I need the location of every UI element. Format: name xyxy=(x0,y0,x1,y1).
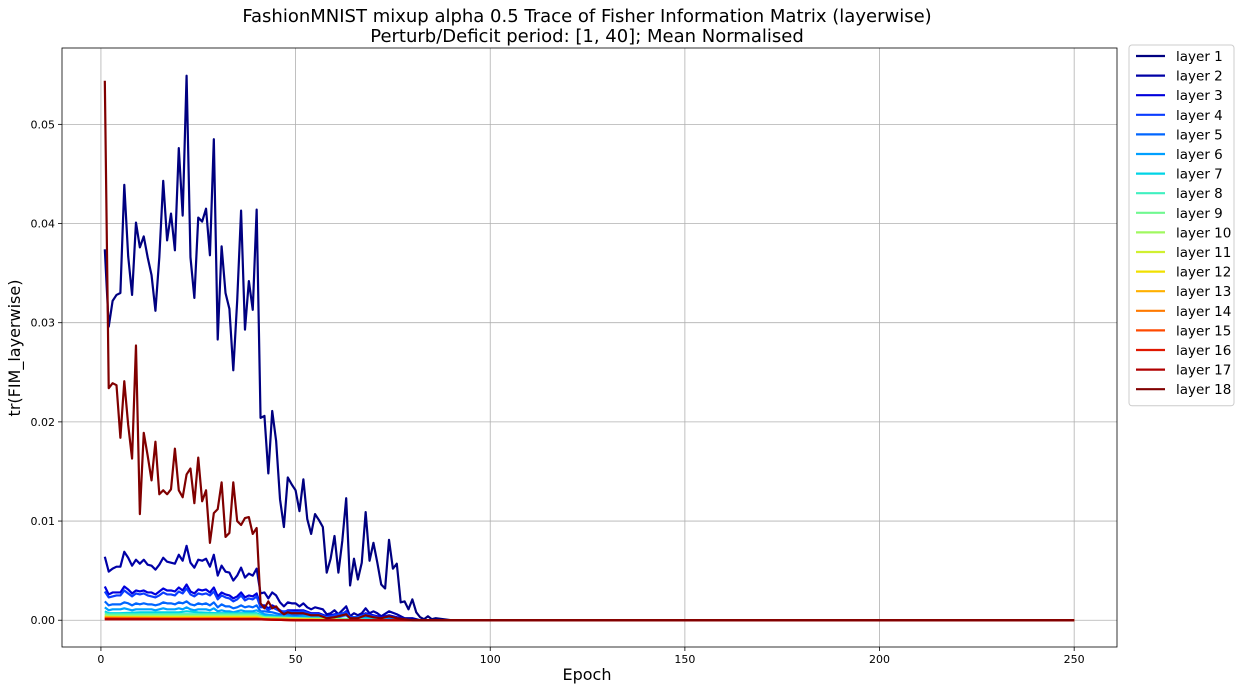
y-tick-label: 0.01 xyxy=(31,515,56,528)
x-tick-label: 100 xyxy=(480,653,501,666)
legend-label: layer 3 xyxy=(1176,88,1223,104)
legend-label: layer 14 xyxy=(1176,304,1231,320)
chart-title-line1: FashionMNIST mixup alpha 0.5 Trace of Fi… xyxy=(242,6,931,27)
x-tick-label: 50 xyxy=(289,653,303,666)
legend: layer 1 layer 2 layer 3 layer 4 layer 5 layer… xyxy=(1128,44,1235,407)
x-tick-label: 200 xyxy=(869,653,890,666)
legend-label: layer 11 xyxy=(1176,245,1231,261)
y-tick-label: 0.04 xyxy=(31,218,56,231)
legend-label: layer 10 xyxy=(1176,225,1231,241)
legend-label: layer 15 xyxy=(1176,323,1231,339)
series-line-layer-2 xyxy=(103,544,1075,622)
y-tick-label: 0.03 xyxy=(31,317,56,330)
chart-title-line2: Perturb/Deficit period: [1, 40]; Mean No… xyxy=(370,26,804,47)
y-tick-label: 0.02 xyxy=(31,416,56,429)
legend-label: layer 4 xyxy=(1176,108,1223,124)
legend-label: layer 8 xyxy=(1176,186,1223,202)
y-tick-label: 0.05 xyxy=(31,118,56,131)
plot-frame xyxy=(61,47,1118,648)
legend-label: layer 12 xyxy=(1176,265,1231,281)
x-tick-label: 150 xyxy=(674,653,695,666)
legend-label: layer 2 xyxy=(1176,69,1223,85)
x-axis-label: Epoch xyxy=(563,665,612,684)
series-lines xyxy=(103,74,1075,622)
legend-label: layer 5 xyxy=(1176,127,1223,143)
series-line-layer-18 xyxy=(103,80,1075,622)
series-line-layer-6 xyxy=(104,606,1075,622)
legend-label: layer 7 xyxy=(1176,167,1223,183)
y-tick-label: 0.00 xyxy=(31,614,56,627)
legend-label: layer 9 xyxy=(1176,206,1223,222)
legend-label: layer 6 xyxy=(1176,147,1223,163)
grid xyxy=(62,48,1117,647)
legend-label: layer 1 xyxy=(1176,49,1223,65)
axes: 0 50 100 150 200 250 0.00 0.01 0.02 0.03 0.04 0.05 xyxy=(31,47,1118,666)
legend-label: layer 18 xyxy=(1176,382,1231,398)
series-line-layer-1 xyxy=(103,74,1075,622)
x-tick-label: 250 xyxy=(1064,653,1085,666)
y-axis-label: tr(FIM_layerwise) xyxy=(5,280,25,417)
legend-label: layer 16 xyxy=(1176,343,1231,359)
legend-label: layer 13 xyxy=(1176,284,1231,300)
series-line-layer-4 xyxy=(103,587,1075,622)
legend-label: layer 17 xyxy=(1176,363,1231,379)
x-tick-label: 0 xyxy=(97,653,104,666)
